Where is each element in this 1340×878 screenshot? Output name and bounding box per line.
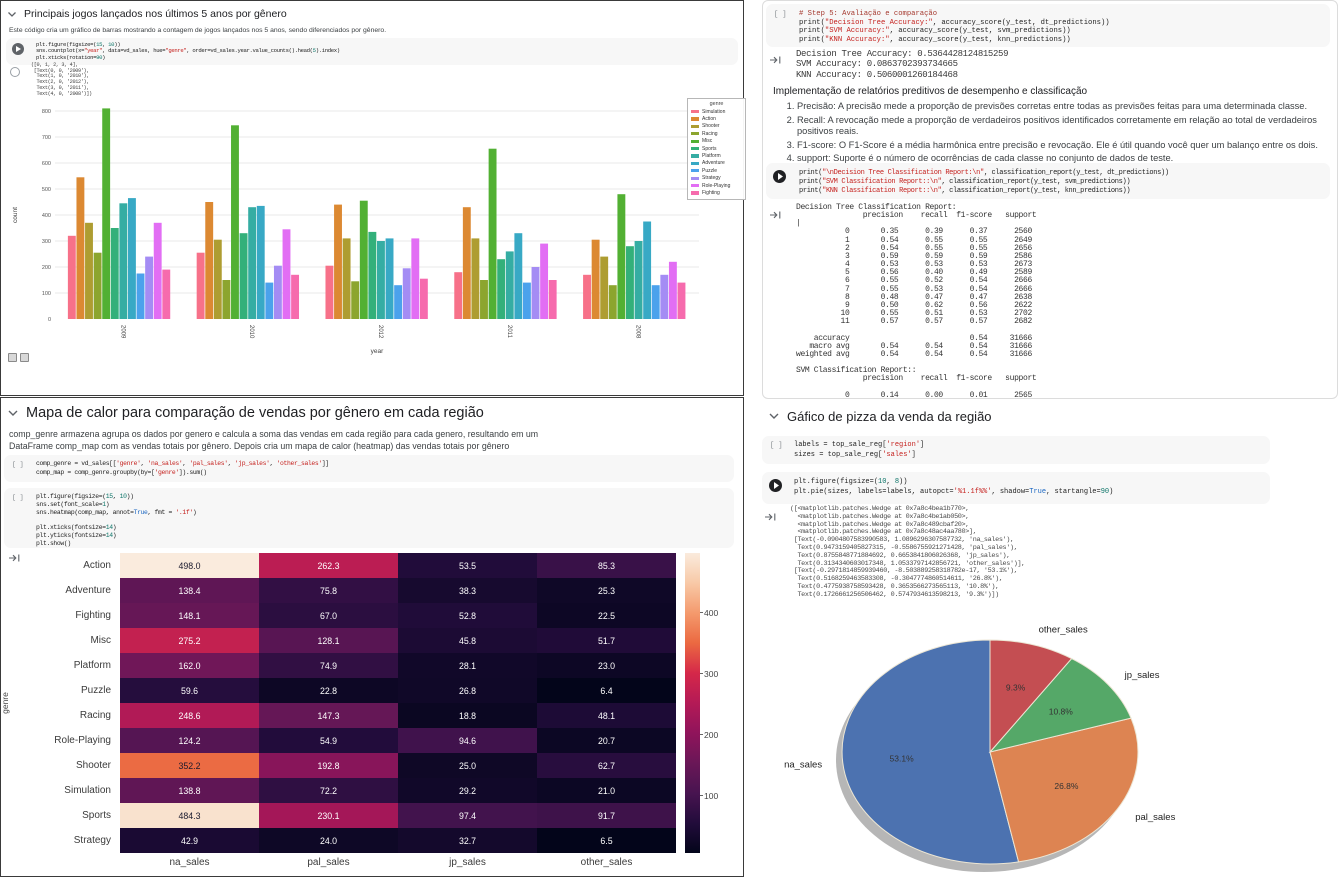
heatmap-ylabel: genre <box>0 692 10 714</box>
svg-text:400: 400 <box>42 213 51 219</box>
svg-text:500: 500 <box>42 187 51 193</box>
collapse-caret-icon[interactable] <box>7 404 19 422</box>
section-title: Principais jogos lançados nos últimos 5 … <box>24 8 287 20</box>
code-cell[interactable]: print("\nDecision Tree Classification Re… <box>766 163 1330 199</box>
code-editor[interactable]: plt.figure(figsize=(10, 8)) plt.pie(size… <box>794 478 1114 496</box>
heatmap-chart: Action 498.0 262.3 53.5 85.3 Adventure 138.4 75… <box>1 553 676 869</box>
svg-text:na_sales: na_sales <box>784 759 822 770</box>
code-cell[interactable]: [ ] # Step 5: Avaliação e comparação pri… <box>766 4 1330 47</box>
code-editor[interactable]: print("\nDecision Tree Classification Re… <box>799 169 1169 195</box>
svg-text:jp_sales: jp_sales <box>1124 670 1160 681</box>
svg-text:53.1%: 53.1% <box>890 754 915 764</box>
chart-legend: genre Simulation Action Shooter Racing Misc Sp… <box>687 98 746 200</box>
svg-text:year: year <box>371 348 384 355</box>
svg-text:other_sales: other_sales <box>1039 625 1088 636</box>
section-bar-chart: Principais jogos lançados nos últimos 5 … <box>0 0 746 396</box>
svg-text:pal_sales: pal_sales <box>1135 812 1175 823</box>
markdown-heading: Implementação de relatórios preditivos d… <box>773 86 1088 97</box>
list-item: Recall: A revocação mede a proporção de … <box>797 115 1340 138</box>
svg-text:300: 300 <box>42 239 51 245</box>
svg-text:count: count <box>12 207 19 223</box>
code-editor[interactable]: plt.figure(figsize=(15, 10)) sns.set(fon… <box>36 493 197 547</box>
heatmap-colorbar: 100 200 300 400 <box>685 553 718 853</box>
list-item: F1-score: O F1-Score é a média harmônica… <box>797 140 1340 152</box>
collapse-caret-icon[interactable] <box>7 5 17 23</box>
svg-text:800: 800 <box>42 109 51 115</box>
svg-text:200: 200 <box>42 265 51 271</box>
cell-output-icon <box>9 550 21 568</box>
section-header: Gáfico de pizza da venda da região <box>768 407 992 425</box>
pie-output-text: ([<matplotlib.patches.Wedge at 0x7a8c4be… <box>790 505 1025 599</box>
code-cell[interactable]: plt.figure(figsize=(15, 10)) sns.countpl… <box>6 38 738 65</box>
svg-text:9.3%: 9.3% <box>1006 683 1026 693</box>
code-editor[interactable]: plt.figure(figsize=(15, 10)) sns.countpl… <box>36 41 340 61</box>
code-cell[interactable]: [ ] comp_genre = vd_sales[['genre', 'na_… <box>4 455 734 482</box>
list-item: Precisão: A precisão mede a proporção de… <box>797 101 1340 113</box>
section-description: Este código cria um gráfico de barras mo… <box>9 27 387 34</box>
code-editor[interactable]: comp_genre = vd_sales[['genre', 'na_sale… <box>36 460 329 476</box>
classification-report: Decision Tree Classification Report: pre… <box>796 203 1037 400</box>
collapse-caret-icon[interactable] <box>768 407 780 425</box>
play-icon <box>777 173 783 180</box>
section-title: Mapa de calor para comparação de vendas … <box>26 405 484 421</box>
cell-output-icon <box>10 67 20 77</box>
section-header: Principais jogos lançados nos últimos 5 … <box>7 5 287 23</box>
play-icon <box>16 46 21 52</box>
cell-output-text: ([0, 1, 2, 3, 4], [Text(0, 0, '2009'), T… <box>31 62 92 97</box>
svg-text:700: 700 <box>42 135 51 141</box>
svg-text:10.8%: 10.8% <box>1049 707 1074 717</box>
cell-toolbar-icon[interactable] <box>8 353 17 362</box>
cell-output-icon <box>770 207 782 225</box>
cell-run-marker[interactable]: [ ] <box>12 494 24 501</box>
run-cell-button[interactable] <box>769 479 782 492</box>
svg-text:26.8%: 26.8% <box>1054 781 1079 791</box>
cell-output-icon <box>770 52 782 70</box>
run-cell-button[interactable] <box>773 170 786 183</box>
cell-toolbar-icon[interactable] <box>20 353 29 362</box>
bar-chart: 0 100 200 300 400 500 600 700 800 2009 2010 2012 201… <box>12 108 699 355</box>
cell-run-marker[interactable]: [ ] <box>12 461 24 468</box>
section-heatmap: Mapa de calor para comparação de vendas … <box>0 397 744 877</box>
code-editor[interactable]: # Step 5: Avaliação e comparação print("… <box>799 10 1110 44</box>
section-model-evaluation: [ ] # Step 5: Avaliação e comparação pri… <box>762 0 1338 399</box>
code-cell[interactable]: [ ] plt.figure(figsize=(15, 10)) sns.set… <box>4 488 734 548</box>
section-title: Gáfico de pizza da venda da região <box>787 408 992 424</box>
code-editor[interactable]: labels = top_sale_reg['region'] sizes = … <box>794 441 925 459</box>
svg-text:0: 0 <box>48 317 51 323</box>
svg-text:2012: 2012 <box>377 325 383 339</box>
section-header: Mapa de calor para comparação de vendas … <box>7 404 484 422</box>
section-description: comp_genre armazena agrupa os dados por … <box>9 429 539 451</box>
cell-run-marker[interactable]: [ ] <box>774 11 787 19</box>
accuracy-output: Decision Tree Accuracy: 0.53644281248152… <box>796 49 1009 80</box>
code-cell[interactable]: plt.figure(figsize=(10, 8)) plt.pie(size… <box>762 472 1270 504</box>
svg-text:2010: 2010 <box>248 325 254 339</box>
section-pie-chart: Gáfico de pizza da venda da região [ ] l… <box>760 400 1340 878</box>
code-cell[interactable]: [ ] labels = top_sale_reg['region'] size… <box>762 436 1270 464</box>
cell-run-marker[interactable]: [ ] <box>770 442 783 450</box>
list-item: support: Suporte é o número de ocorrênci… <box>797 153 1340 165</box>
markdown-list: Precisão: A precisão mede a proporção de… <box>777 101 1340 167</box>
pie-chart: na_sales 53.1% pal_sales 26.8% jp_sales 10.8%… <box>784 625 1176 872</box>
svg-text:100: 100 <box>42 291 51 297</box>
play-icon <box>773 482 779 489</box>
svg-text:600: 600 <box>42 161 51 167</box>
svg-text:2008: 2008 <box>635 325 641 339</box>
svg-text:2009: 2009 <box>119 325 125 339</box>
cell-output-icon <box>765 509 777 527</box>
run-cell-button[interactable] <box>12 43 24 55</box>
svg-text:2011: 2011 <box>506 325 512 339</box>
